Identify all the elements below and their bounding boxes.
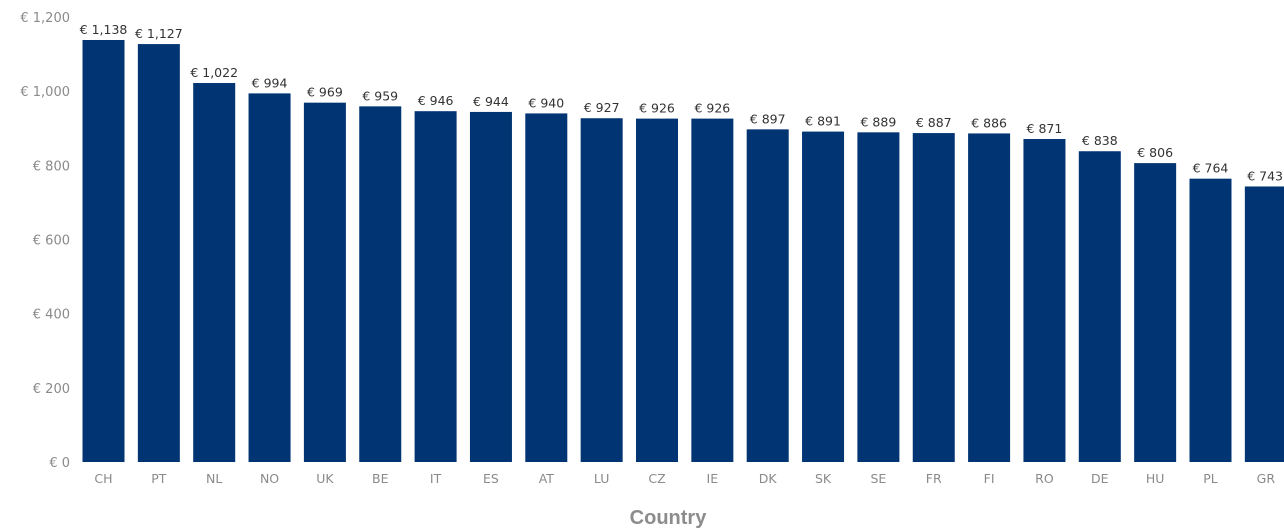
bar-fi[interactable] — [968, 133, 1011, 462]
data-label-pt: € 1,127 — [135, 26, 183, 41]
data-label-de: € 838 — [1082, 133, 1118, 148]
bar-cz[interactable] — [636, 118, 678, 463]
data-label-hu: € 806 — [1137, 145, 1173, 160]
bar-es[interactable] — [469, 111, 512, 463]
y-tick-label: € 800 — [33, 159, 70, 174]
x-tick-label-gr: GR — [1257, 471, 1276, 486]
bars — [82, 39, 1284, 463]
bar-ch[interactable] — [82, 39, 125, 463]
x-tick-label-ie: IE — [707, 471, 719, 486]
data-label-it: € 946 — [418, 93, 454, 108]
data-label-dk: € 897 — [750, 111, 786, 126]
bar-pl[interactable] — [1189, 178, 1232, 462]
data-label-es: € 944 — [473, 94, 509, 109]
bar-se[interactable] — [857, 132, 900, 462]
y-axis-ticks: € 0 € 200 € 400 € 600 € 800 € 1,000 € 1,200 — [20, 11, 70, 471]
y-tick-label: € 1,200 — [20, 11, 70, 26]
data-label-at: € 940 — [528, 95, 564, 110]
data-label-fi: € 886 — [971, 115, 1007, 130]
x-tick-label-sk: SK — [815, 471, 832, 486]
x-tick-label-at: AT — [539, 471, 555, 486]
bar-dk[interactable] — [746, 129, 789, 463]
x-tick-label-ch: CH — [94, 471, 112, 486]
bar-nl[interactable] — [193, 83, 236, 462]
y-tick-label: € 200 — [33, 382, 70, 397]
bar-gr[interactable] — [1244, 186, 1284, 462]
y-tick-label: € 400 — [33, 308, 70, 323]
data-label-nl: € 1,022 — [190, 65, 238, 80]
data-label-ch: € 1,138 — [80, 22, 128, 37]
data-label-lu: € 927 — [584, 100, 620, 115]
data-label-ie: € 926 — [694, 101, 730, 116]
bar-ro[interactable] — [1023, 139, 1066, 462]
y-tick-label: € 0 — [49, 456, 70, 471]
bar-pt[interactable] — [137, 44, 180, 462]
x-tick-label-hu: HU — [1146, 471, 1165, 486]
x-tick-label-pt: PT — [151, 471, 167, 486]
data-label-uk: € 969 — [307, 85, 343, 100]
x-tick-label-es: ES — [483, 471, 499, 486]
bar-de[interactable] — [1078, 151, 1121, 463]
data-label-gr: € 743 — [1247, 168, 1283, 183]
x-tick-label-dk: DK — [759, 471, 778, 486]
x-tick-label-de: DE — [1091, 471, 1109, 486]
bar-fr[interactable] — [912, 133, 955, 462]
bar-be[interactable] — [359, 106, 402, 463]
x-tick-label-be: BE — [372, 471, 389, 486]
data-labels: € 1,138 € 1,127 € 1,022 € 994 € 969 € 959 € 94… — [80, 22, 1283, 183]
data-label-no: € 994 — [252, 75, 288, 90]
x-tick-label-pl: PL — [1203, 471, 1218, 486]
data-label-fr: € 887 — [916, 115, 952, 130]
x-tick-label-fr: FR — [926, 471, 942, 486]
data-label-sk: € 891 — [805, 114, 841, 129]
x-tick-label-no: NO — [260, 471, 279, 486]
bar-ie[interactable] — [691, 118, 734, 463]
x-tick-label-ro: RO — [1035, 471, 1054, 486]
bar-sk[interactable] — [802, 131, 845, 462]
y-tick-label: € 600 — [33, 234, 70, 249]
x-tick-label-it: IT — [430, 471, 442, 486]
x-axis-title: Country — [630, 507, 708, 528]
y-tick-label: € 1,000 — [20, 85, 70, 100]
x-axis-category-labels: CH PT NL NO UK BE IT ES AT LU CZ IE DK SK SE FR FI RO DE HU… — [94, 471, 1275, 486]
data-label-ro: € 871 — [1027, 121, 1063, 136]
x-tick-label-se: SE — [870, 471, 886, 486]
bar-uk[interactable] — [303, 102, 346, 462]
x-tick-label-cz: CZ — [648, 471, 665, 486]
data-label-pl: € 764 — [1193, 161, 1229, 176]
data-label-cz: € 926 — [639, 101, 675, 116]
bar-lu[interactable] — [580, 118, 623, 463]
bar-hu[interactable] — [1134, 163, 1177, 463]
data-label-se: € 889 — [861, 114, 897, 129]
data-label-be: € 959 — [362, 88, 398, 103]
x-tick-label-lu: LU — [594, 471, 610, 486]
x-tick-label-uk: UK — [316, 471, 334, 486]
bar-at[interactable] — [525, 113, 568, 463]
bar-no[interactable] — [248, 93, 291, 462]
bar-it[interactable] — [414, 111, 457, 462]
x-tick-label-nl: NL — [206, 471, 222, 486]
x-tick-label-fi: FI — [984, 471, 995, 486]
